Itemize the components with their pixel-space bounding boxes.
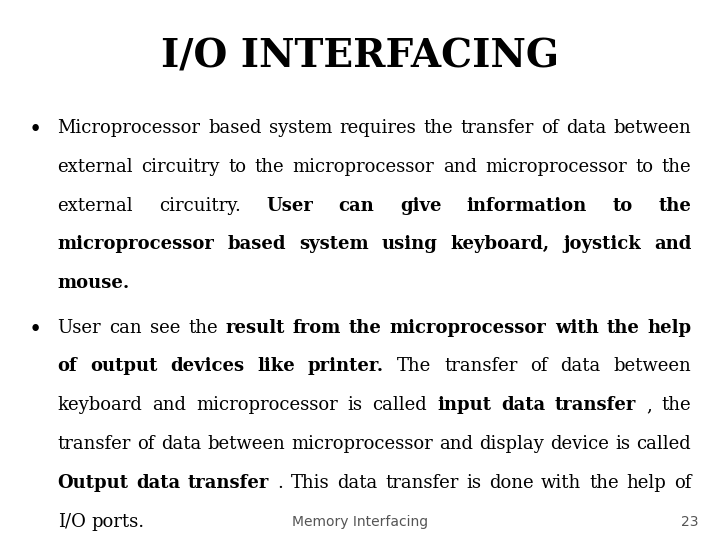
Text: and: and	[443, 158, 477, 176]
Text: to: to	[228, 158, 246, 176]
Text: help: help	[626, 474, 666, 492]
Text: with: with	[541, 474, 581, 492]
Text: transfer: transfer	[58, 435, 131, 453]
Text: joystick: joystick	[563, 235, 641, 253]
Text: called: called	[372, 396, 427, 414]
Text: keyboard: keyboard	[58, 396, 143, 414]
Text: from: from	[293, 319, 341, 336]
Text: circuitry: circuitry	[142, 158, 220, 176]
Text: microprocessor: microprocessor	[291, 435, 433, 453]
Text: the: the	[606, 319, 639, 336]
Text: requires: requires	[339, 119, 416, 137]
Text: of: of	[674, 474, 691, 492]
Text: data: data	[501, 396, 545, 414]
Text: microprocessor: microprocessor	[292, 158, 434, 176]
Text: transfer: transfer	[444, 357, 518, 375]
Text: microprocessor: microprocessor	[58, 235, 215, 253]
Text: input: input	[437, 396, 491, 414]
Text: based: based	[208, 119, 261, 137]
Text: microprocessor: microprocessor	[390, 319, 546, 336]
Text: transfer: transfer	[385, 474, 459, 492]
Text: between: between	[613, 357, 691, 375]
Text: information: information	[467, 197, 587, 214]
Text: transfer: transfer	[555, 396, 636, 414]
Text: This: This	[291, 474, 329, 492]
Text: the: the	[423, 119, 453, 137]
Text: the: the	[255, 158, 284, 176]
Text: •: •	[29, 319, 42, 341]
Text: and: and	[654, 235, 691, 253]
Text: is: is	[616, 435, 630, 453]
Text: The: The	[397, 357, 431, 375]
Text: circuitry.: circuitry.	[158, 197, 240, 214]
Text: the: the	[589, 474, 618, 492]
Text: external: external	[58, 197, 133, 214]
Text: Memory Interfacing: Memory Interfacing	[292, 515, 428, 529]
Text: external: external	[58, 158, 133, 176]
Text: give: give	[400, 197, 441, 214]
Text: between: between	[613, 119, 691, 137]
Text: see: see	[150, 319, 180, 336]
Text: Microprocessor: Microprocessor	[58, 119, 201, 137]
Text: ports.: ports.	[91, 513, 144, 531]
Text: output: output	[90, 357, 158, 375]
Text: result: result	[225, 319, 285, 336]
Text: system: system	[299, 235, 369, 253]
Text: device: device	[550, 435, 609, 453]
Text: using: using	[382, 235, 438, 253]
Text: to: to	[635, 158, 653, 176]
Text: data: data	[566, 119, 606, 137]
Text: I/O INTERFACING: I/O INTERFACING	[161, 38, 559, 76]
Text: of: of	[530, 357, 547, 375]
Text: data: data	[136, 474, 181, 492]
Text: 23: 23	[681, 515, 698, 529]
Text: to: to	[613, 197, 633, 214]
Text: ,: ,	[646, 396, 652, 414]
Text: microprocessor: microprocessor	[485, 158, 627, 176]
Text: I/O: I/O	[58, 513, 86, 531]
Text: data: data	[337, 474, 377, 492]
Text: User: User	[58, 319, 102, 336]
Text: devices: devices	[171, 357, 245, 375]
Text: and: and	[153, 396, 186, 414]
Text: .: .	[277, 474, 283, 492]
Text: transfer: transfer	[188, 474, 269, 492]
Text: is: is	[466, 474, 481, 492]
Text: the: the	[658, 197, 691, 214]
Text: with: with	[554, 319, 598, 336]
Text: mouse.: mouse.	[58, 274, 130, 292]
Text: help: help	[647, 319, 691, 336]
Text: of: of	[138, 435, 155, 453]
Text: is: is	[348, 396, 363, 414]
Text: and: and	[439, 435, 473, 453]
Text: the: the	[662, 158, 691, 176]
Text: printer.: printer.	[308, 357, 384, 375]
Text: transfer: transfer	[461, 119, 534, 137]
Text: of: of	[58, 357, 77, 375]
Text: data: data	[161, 435, 201, 453]
Text: based: based	[228, 235, 286, 253]
Text: microprocessor: microprocessor	[196, 396, 338, 414]
Text: •: •	[29, 119, 42, 141]
Text: the: the	[662, 396, 691, 414]
Text: can: can	[338, 197, 374, 214]
Text: done: done	[489, 474, 534, 492]
Text: the: the	[349, 319, 382, 336]
Text: of: of	[541, 119, 559, 137]
Text: Output: Output	[58, 474, 129, 492]
Text: called: called	[636, 435, 691, 453]
Text: display: display	[480, 435, 544, 453]
Text: system: system	[269, 119, 332, 137]
Text: data: data	[560, 357, 600, 375]
Text: User: User	[266, 197, 313, 214]
Text: can: can	[109, 319, 142, 336]
Text: the: the	[188, 319, 217, 336]
Text: keyboard,: keyboard,	[451, 235, 550, 253]
Text: between: between	[207, 435, 285, 453]
Text: like: like	[257, 357, 295, 375]
